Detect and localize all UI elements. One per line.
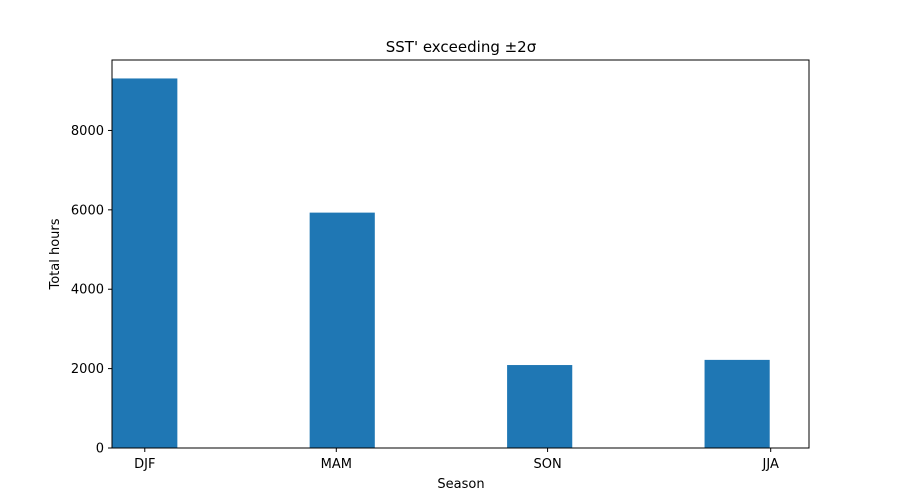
- x-tick-label-jja: JJA: [762, 457, 779, 472]
- y-axis-ticks: 0 2000 4000 6000 8000: [71, 124, 112, 457]
- x-tick-label-son: SON: [533, 457, 561, 472]
- y-tick-label: 2000: [71, 362, 104, 377]
- plot-frame: [111, 59, 810, 449]
- y-tick-label: 8000: [71, 124, 104, 139]
- y-tick-label: 0: [96, 442, 104, 457]
- x-tick-label-mam: MAM: [321, 457, 352, 472]
- y-axis-label: Total hours: [48, 218, 63, 290]
- x-axis-label: Season: [437, 477, 484, 492]
- y-tick-label: 4000: [71, 283, 104, 298]
- chart-title: SST' exceeding ±2σ: [386, 38, 537, 56]
- bar-son: [507, 365, 573, 448]
- bar-jja: [704, 359, 770, 448]
- y-tick-label: 6000: [71, 203, 104, 218]
- bars-group: [112, 78, 770, 449]
- x-axis-ticks: DJF MAM SON JJA: [134, 448, 779, 472]
- bar-mam: [309, 212, 375, 448]
- bar-djf: [112, 78, 178, 449]
- x-tick-label-djf: DJF: [134, 457, 155, 472]
